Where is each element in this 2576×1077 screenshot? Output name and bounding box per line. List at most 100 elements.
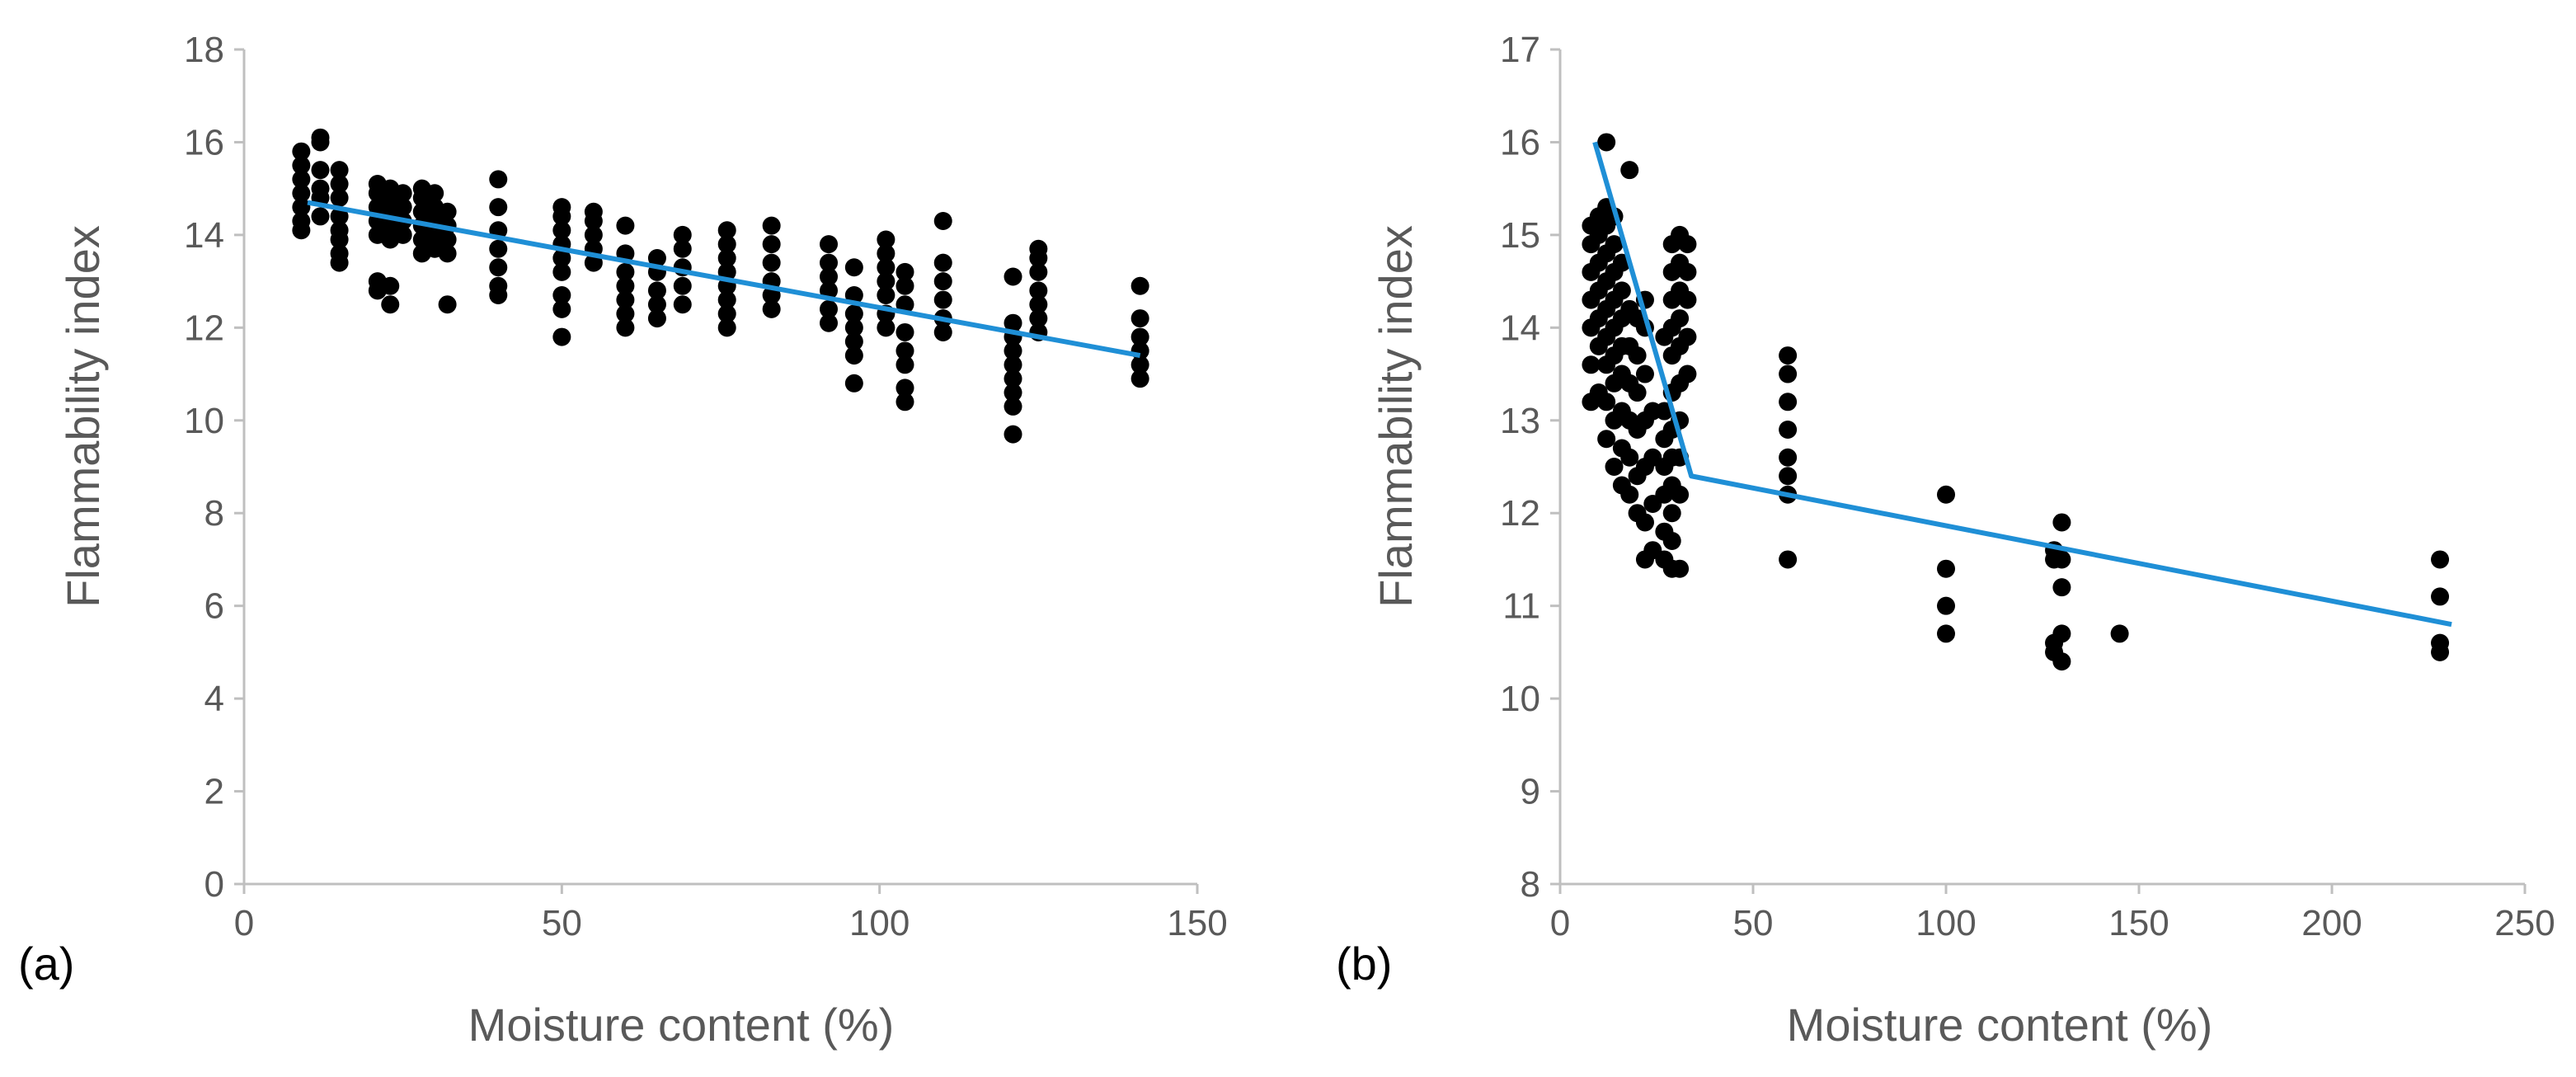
data-point <box>489 239 508 258</box>
data-point <box>2431 550 2450 569</box>
data-point <box>489 170 508 189</box>
data-point <box>2052 513 2071 532</box>
data-point <box>2110 624 2129 643</box>
data-point <box>438 244 457 263</box>
y-tick-label: 17 <box>1500 30 1540 70</box>
data-point <box>2431 587 2450 606</box>
chart-b-x-axis-title: Moisture content (%) <box>1787 999 2213 1051</box>
data-point <box>552 198 571 217</box>
data-point <box>1029 262 1048 281</box>
data-point <box>2431 633 2450 652</box>
y-tick-label: 12 <box>184 308 224 348</box>
chart-b-y-axis-title: Flammability index <box>1370 225 1422 608</box>
data-point <box>552 262 571 281</box>
data-point <box>844 304 863 323</box>
y-tick-label: 13 <box>1500 401 1540 441</box>
data-point <box>877 272 895 291</box>
chart-a-panel-label: (a) <box>18 938 74 990</box>
data-point <box>425 184 444 203</box>
data-point <box>1779 393 1798 412</box>
data-point <box>762 253 781 272</box>
data-point <box>381 276 400 295</box>
data-point <box>616 304 635 323</box>
data-point <box>877 244 895 263</box>
data-point <box>1605 235 1624 254</box>
data-point <box>673 225 692 244</box>
data-point <box>1131 327 1149 346</box>
data-point <box>584 225 603 244</box>
data-point <box>895 355 914 374</box>
y-tick-label: 11 <box>1502 586 1540 627</box>
data-point <box>1597 430 1616 449</box>
y-tick-label: 18 <box>184 30 224 70</box>
data-point <box>1131 355 1149 374</box>
data-point <box>717 290 736 309</box>
data-point <box>877 258 895 277</box>
data-point <box>1779 364 1798 383</box>
data-point <box>552 299 571 318</box>
data-point <box>933 272 952 291</box>
data-point <box>1779 421 1798 440</box>
data-point <box>1779 467 1798 486</box>
data-point <box>1605 458 1624 476</box>
data-point <box>1582 355 1601 374</box>
data-point <box>1029 239 1048 258</box>
data-point <box>844 318 863 337</box>
data-point <box>895 341 914 360</box>
data-point <box>895 379 914 397</box>
data-point <box>673 239 692 258</box>
y-tick-label: 8 <box>1521 864 1540 905</box>
data-point <box>1662 504 1681 523</box>
data-point <box>330 207 349 226</box>
y-tick-label: 16 <box>184 122 224 162</box>
data-point <box>844 258 863 277</box>
y-tick-label: 14 <box>1500 308 1540 348</box>
data-point <box>292 198 311 217</box>
data-point <box>933 322 952 341</box>
data-point <box>393 198 412 217</box>
data-point <box>292 212 311 231</box>
data-point <box>1678 290 1697 309</box>
data-point <box>552 249 571 267</box>
y-tick-label: 14 <box>184 215 224 256</box>
x-tick-label: 0 <box>234 903 254 943</box>
data-point <box>1131 369 1149 388</box>
chart-b: Flammability index Moisture content (%) … <box>1336 30 2555 1051</box>
data-point <box>489 198 508 217</box>
data-point <box>1635 513 1654 532</box>
data-point <box>877 318 895 337</box>
data-point <box>1597 133 1616 152</box>
data-point <box>330 175 349 194</box>
x-tick-label: 50 <box>542 903 582 943</box>
data-point <box>1612 281 1631 300</box>
x-tick-label: 200 <box>2301 903 2362 943</box>
data-point <box>1671 485 1690 504</box>
data-point <box>1004 267 1022 286</box>
data-point <box>292 156 311 175</box>
x-tick-label: 150 <box>2108 903 2169 943</box>
data-point <box>1029 309 1048 328</box>
data-point <box>330 188 349 207</box>
data-point <box>895 393 914 412</box>
data-point <box>552 285 571 304</box>
x-tick-label: 250 <box>2494 903 2555 943</box>
data-point <box>717 304 736 323</box>
x-tick-label: 100 <box>1916 903 1976 943</box>
data-point <box>647 281 666 300</box>
data-point <box>820 267 839 286</box>
data-point <box>616 216 635 235</box>
data-point <box>552 221 571 240</box>
data-point <box>1937 624 1955 643</box>
data-point <box>1779 448 1798 467</box>
x-tick-label: 150 <box>1167 903 1227 943</box>
data-point <box>933 253 952 272</box>
data-point <box>820 313 839 332</box>
x-tick-label: 100 <box>849 903 910 943</box>
data-point <box>820 299 839 318</box>
data-point <box>1620 448 1639 467</box>
data-point <box>762 299 781 318</box>
data-point <box>844 346 863 365</box>
data-point <box>1678 235 1697 254</box>
data-point <box>717 249 736 267</box>
y-tick-label: 12 <box>1500 493 1540 534</box>
